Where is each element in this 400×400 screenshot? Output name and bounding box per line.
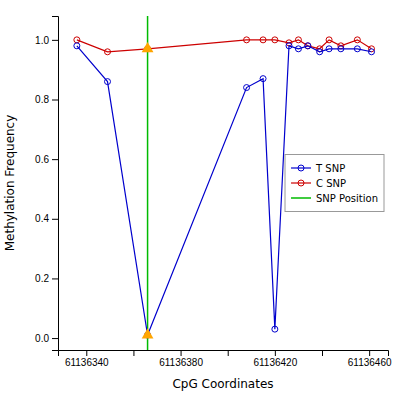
legend-label: SNP Position (316, 193, 378, 204)
legend-marker (298, 180, 304, 186)
series-point (74, 43, 80, 49)
series-point (317, 49, 323, 55)
y-axis-tick-label: 1.0 (35, 35, 49, 46)
y-axis-tick-label: 0.8 (35, 94, 49, 105)
series-point (105, 49, 111, 55)
series-point (272, 326, 278, 332)
x-axis-tick-mark (86, 350, 87, 356)
y-axis-tick: 0.2 (35, 273, 58, 284)
legend-swatch (291, 167, 311, 168)
series-point (260, 76, 266, 82)
x-axis-tick (322, 350, 323, 356)
legend-box (285, 155, 384, 212)
legend-item: C SNP (291, 178, 346, 189)
series (74, 37, 375, 55)
series-point (244, 37, 250, 43)
y-axis-tick-mark (52, 100, 58, 101)
x-axis-tick: 61136380 (159, 350, 203, 368)
series-point (354, 46, 360, 52)
series-point (295, 46, 301, 52)
y-axis-tick: 0.8 (35, 94, 58, 105)
legend-swatch (291, 197, 311, 199)
y-axis-tick: 1.0 (35, 35, 58, 46)
x-axis-tick-mark (133, 350, 134, 356)
x-axis: 61136340 61136380 61136420 61136460 (59, 350, 392, 368)
series-point (105, 79, 111, 85)
legend-item: SNP Position (291, 193, 378, 204)
x-axis-tick-mark (322, 350, 323, 356)
legend-item: T SNP (291, 163, 345, 174)
y-axis-tick-mark (52, 338, 58, 339)
legend: T SNP C SNP SNP Position (285, 155, 384, 212)
x-axis-tick-mark (369, 350, 370, 356)
y-axis-tick-mark (52, 278, 58, 279)
marks (74, 16, 375, 350)
y-axis-line (52, 17, 59, 351)
x-axis-tick-label: 61136340 (65, 357, 109, 368)
series-point (244, 85, 250, 91)
y-axis-tick: 0.6 (35, 154, 58, 165)
x-axis-tick-mark (228, 350, 229, 356)
y-axis-tick: 0.0 (35, 333, 58, 344)
x-axis-tick-label: 61136460 (348, 357, 392, 368)
snp-marker (142, 42, 154, 52)
chart: 611363406113638061136420611364600.00.20.… (0, 0, 400, 400)
x-axis-line (59, 351, 389, 357)
plot: 611363406113638061136420611364600.00.20.… (3, 16, 392, 391)
x-axis-tick: 61136420 (253, 350, 297, 368)
y-axis-tick-label: 0.6 (35, 154, 49, 165)
y-axis-tick-label: 0.4 (35, 213, 49, 224)
series-point (326, 46, 332, 52)
y-axis-title: Methylation Frequency (3, 115, 17, 252)
x-axis-tick (133, 350, 134, 356)
x-axis-tick: 61136460 (348, 350, 392, 368)
x-axis-tick-label: 61136380 (159, 357, 203, 368)
legend-label: C SNP (316, 178, 346, 189)
x-axis-tick-mark (275, 350, 276, 356)
series-point (295, 37, 301, 43)
series-point (260, 37, 266, 43)
snp-marker (142, 328, 154, 338)
x-axis-tick: 61136340 (65, 350, 109, 368)
y-axis-tick-mark (52, 40, 58, 41)
legend-marker (298, 165, 304, 171)
legend-swatch (291, 182, 311, 183)
y-axis-tick-label: 0.0 (35, 333, 49, 344)
series-point (272, 37, 278, 43)
series-point (354, 37, 360, 43)
series-point (305, 43, 311, 49)
x-axis-tick-label: 61136420 (253, 357, 297, 368)
x-axis-tick-mark (181, 350, 182, 356)
series-point (74, 37, 80, 43)
x-axis-tick (228, 350, 229, 356)
y-axis-tick-label: 0.2 (35, 273, 49, 284)
x-axis-title: CpG Coordinates (172, 377, 273, 391)
series-point (338, 46, 344, 52)
y-axis: 0.0 0.2 0.4 0.6 0.8 1.0 (35, 17, 58, 351)
snp-line (147, 16, 149, 350)
y-axis-tick-mark (52, 219, 58, 220)
y-axis-tick: 0.4 (35, 213, 58, 224)
series-point (326, 37, 332, 43)
series-point (286, 43, 292, 49)
legend-label: T SNP (315, 163, 345, 174)
series-point (369, 49, 375, 55)
y-axis-tick-mark (52, 159, 58, 160)
